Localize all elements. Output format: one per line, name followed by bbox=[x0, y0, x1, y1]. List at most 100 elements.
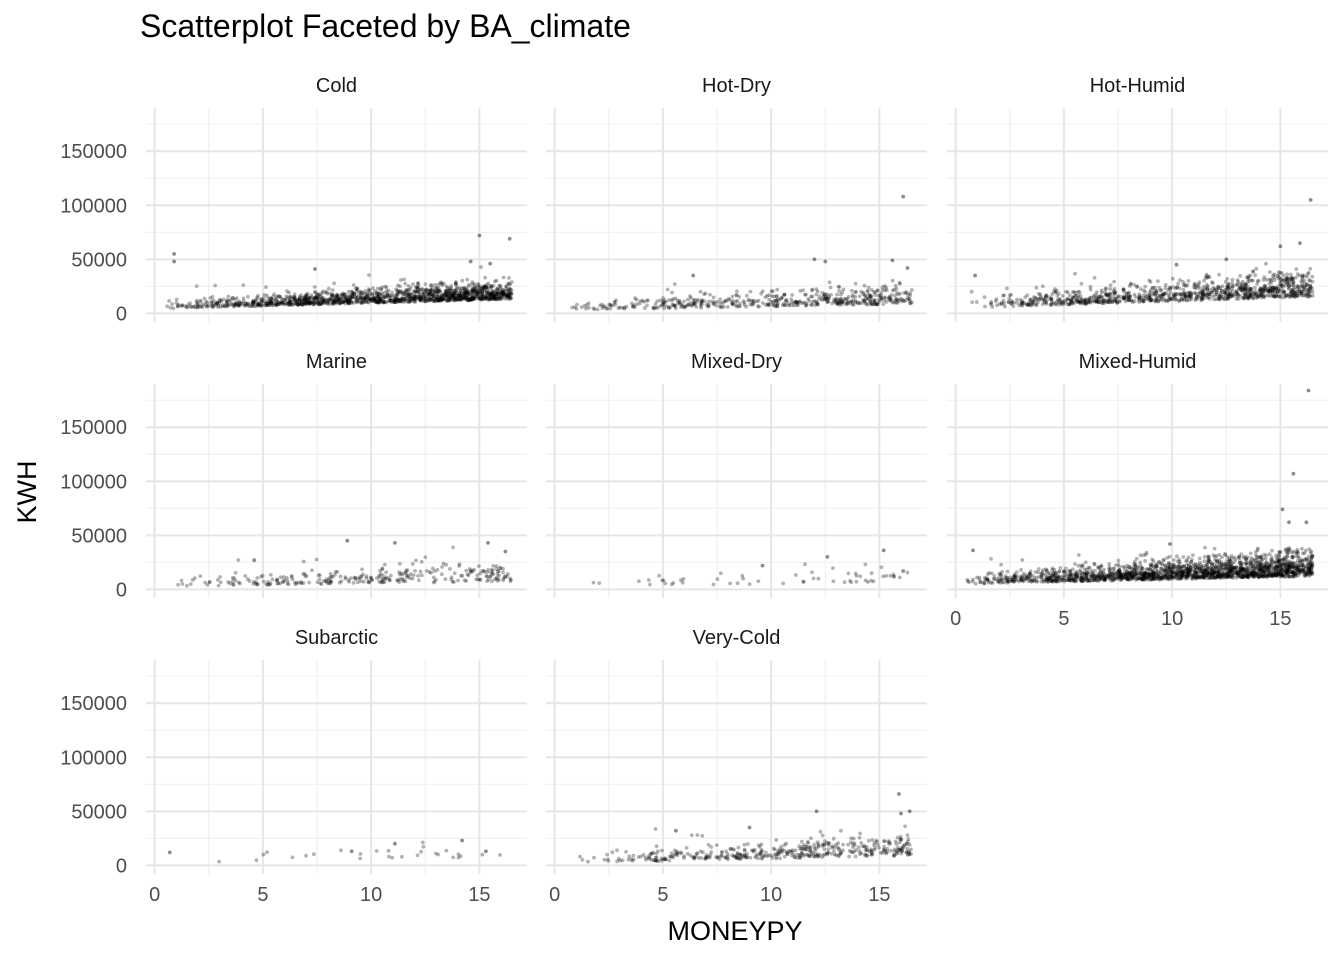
data-point bbox=[614, 298, 618, 303]
data-point bbox=[418, 297, 423, 302]
data-point bbox=[486, 577, 491, 582]
data-point bbox=[740, 573, 745, 578]
data-point bbox=[409, 292, 413, 296]
data-point bbox=[312, 302, 316, 306]
data-point bbox=[322, 298, 327, 303]
data-point bbox=[1277, 557, 1282, 562]
data-point bbox=[1269, 280, 1274, 285]
data-point bbox=[1208, 287, 1212, 292]
data-point bbox=[752, 301, 756, 305]
data-point bbox=[1302, 551, 1307, 556]
data-point bbox=[477, 296, 482, 301]
data-point bbox=[789, 303, 794, 307]
data-point bbox=[381, 300, 386, 305]
data-point bbox=[449, 297, 454, 302]
data-point bbox=[449, 286, 454, 290]
data-point bbox=[229, 302, 234, 307]
data-point bbox=[303, 294, 308, 298]
data-point bbox=[1295, 272, 1300, 277]
data-point bbox=[243, 574, 248, 578]
data-point bbox=[747, 582, 752, 586]
data-point bbox=[483, 295, 488, 300]
data-point bbox=[1257, 293, 1262, 298]
data-point bbox=[383, 284, 388, 289]
data-point bbox=[304, 297, 309, 302]
data-point bbox=[493, 297, 497, 301]
data-point bbox=[1099, 288, 1104, 293]
data-point bbox=[413, 297, 418, 302]
data-point bbox=[1042, 297, 1047, 302]
data-point bbox=[1194, 296, 1198, 301]
data-point bbox=[1212, 297, 1216, 302]
data-point bbox=[508, 282, 512, 287]
data-point bbox=[349, 299, 354, 304]
data-point bbox=[1141, 553, 1146, 558]
data-point bbox=[315, 296, 319, 301]
data-point bbox=[354, 286, 359, 291]
data-point bbox=[487, 297, 491, 301]
data-point bbox=[1231, 293, 1236, 297]
data-point bbox=[718, 297, 722, 302]
data-point bbox=[827, 280, 832, 285]
data-point bbox=[853, 281, 858, 286]
y-tick-label: 150000 bbox=[60, 417, 127, 439]
data-point bbox=[734, 293, 738, 297]
data-point bbox=[396, 283, 400, 288]
data-point bbox=[473, 284, 478, 289]
data-point bbox=[311, 298, 316, 302]
data-point bbox=[479, 297, 484, 302]
data-point bbox=[1052, 302, 1057, 307]
data-point bbox=[440, 296, 444, 301]
data-point bbox=[291, 295, 296, 300]
data-point bbox=[470, 297, 474, 301]
data-point bbox=[347, 301, 351, 306]
data-point bbox=[1245, 294, 1249, 299]
data-point bbox=[735, 581, 740, 586]
data-point bbox=[1058, 298, 1062, 302]
data-point bbox=[507, 236, 512, 241]
data-point bbox=[1176, 281, 1180, 286]
data-point bbox=[872, 293, 877, 297]
data-point bbox=[1079, 563, 1084, 568]
data-point bbox=[456, 297, 461, 302]
data-point bbox=[1148, 280, 1153, 284]
data-point bbox=[385, 293, 390, 297]
data-point bbox=[505, 293, 509, 298]
data-point bbox=[721, 305, 726, 309]
data-point bbox=[1285, 272, 1289, 277]
data-point bbox=[1305, 275, 1309, 279]
data-point bbox=[304, 293, 309, 297]
data-point bbox=[861, 290, 865, 295]
data-point bbox=[507, 288, 512, 292]
data-point bbox=[708, 292, 712, 297]
data-point bbox=[406, 291, 411, 296]
data-point bbox=[209, 299, 214, 304]
data-point bbox=[452, 297, 457, 302]
data-point bbox=[1001, 293, 1005, 298]
data-point bbox=[831, 579, 836, 584]
data-point bbox=[399, 299, 404, 304]
facet-strip-label: Marine bbox=[306, 351, 367, 373]
data-point bbox=[315, 580, 320, 585]
data-point bbox=[443, 294, 448, 299]
data-point bbox=[1044, 568, 1049, 573]
data-point bbox=[880, 285, 885, 289]
y-tick-label: 0 bbox=[116, 303, 127, 325]
data-point bbox=[318, 302, 323, 307]
data-point bbox=[433, 299, 438, 303]
data-point bbox=[477, 564, 481, 568]
data-point bbox=[385, 291, 390, 296]
data-point bbox=[484, 285, 489, 290]
data-point bbox=[459, 573, 463, 578]
data-point bbox=[450, 294, 455, 298]
data-point bbox=[255, 295, 260, 300]
data-point bbox=[403, 290, 408, 295]
data-point bbox=[501, 578, 505, 583]
data-point bbox=[622, 305, 627, 310]
data-point bbox=[484, 285, 488, 290]
data-point bbox=[1220, 284, 1225, 288]
data-point bbox=[1105, 293, 1110, 298]
data-point bbox=[1221, 576, 1226, 580]
data-point bbox=[488, 292, 492, 297]
